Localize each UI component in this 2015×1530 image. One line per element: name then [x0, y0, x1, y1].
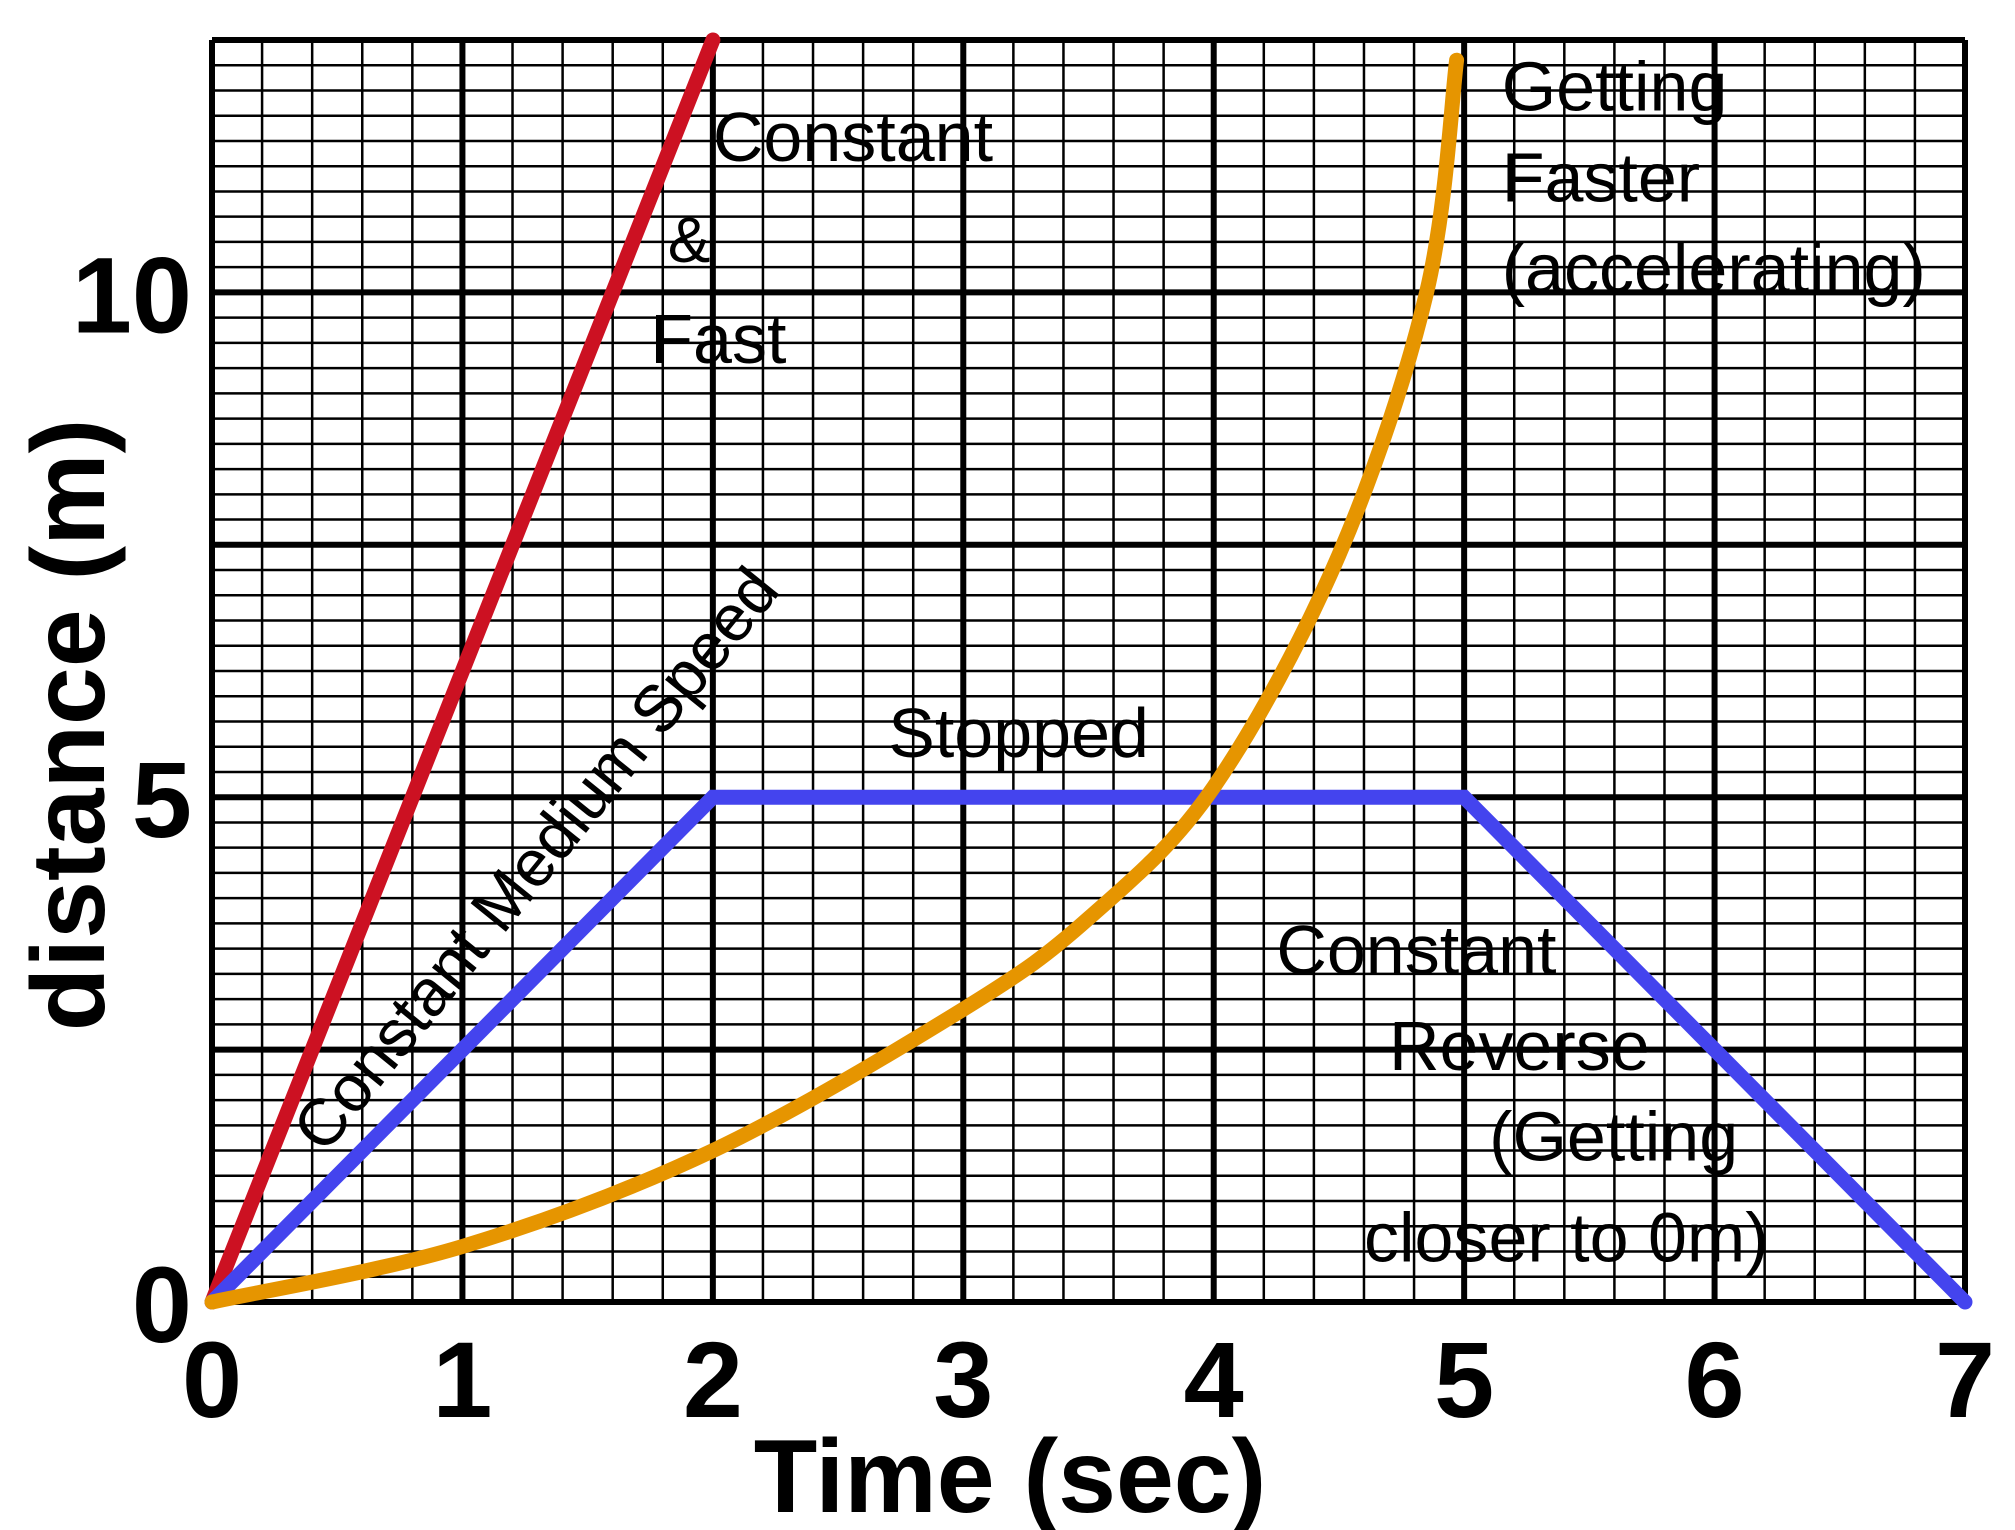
- annotation-label: Faster: [1502, 139, 1700, 217]
- series-line-1: [204, 32, 721, 1310]
- annotation-label: Reverse: [1389, 1007, 1650, 1085]
- x-tick-label: 7: [1935, 1319, 1995, 1440]
- annotation-label: Getting: [1502, 48, 1728, 126]
- x-axis-title: Time (sec): [754, 1419, 1267, 1530]
- x-tick-label: 6: [1685, 1319, 1745, 1440]
- annotation-label: Stopped: [888, 694, 1149, 772]
- annotation-label: (accelerating): [1502, 229, 1926, 307]
- x-tick-label: 0: [182, 1319, 242, 1440]
- x-tick-label: 4: [1184, 1319, 1244, 1440]
- annotation-label: &: [668, 204, 711, 276]
- annotation-label: (Getting: [1489, 1098, 1738, 1176]
- y-tick-label: 0: [132, 1244, 192, 1365]
- y-tick-label: 5: [132, 739, 192, 860]
- annotation-label: Fast: [650, 300, 786, 378]
- annotation-label: closer to 0m): [1364, 1199, 1769, 1277]
- series-line-3: [204, 52, 1465, 1310]
- y-axis-title: distance (m): [11, 419, 127, 1032]
- x-tick-label: 5: [1434, 1319, 1494, 1440]
- annotation-label: Constant: [1276, 911, 1556, 989]
- annotation-label: Constant: [713, 98, 993, 176]
- x-tick-label: 3: [933, 1319, 993, 1440]
- y-tick-label: 10: [72, 234, 192, 355]
- x-tick-label: 1: [432, 1319, 492, 1440]
- series-line-2: [204, 789, 1973, 1310]
- x-tick-label: 2: [683, 1319, 743, 1440]
